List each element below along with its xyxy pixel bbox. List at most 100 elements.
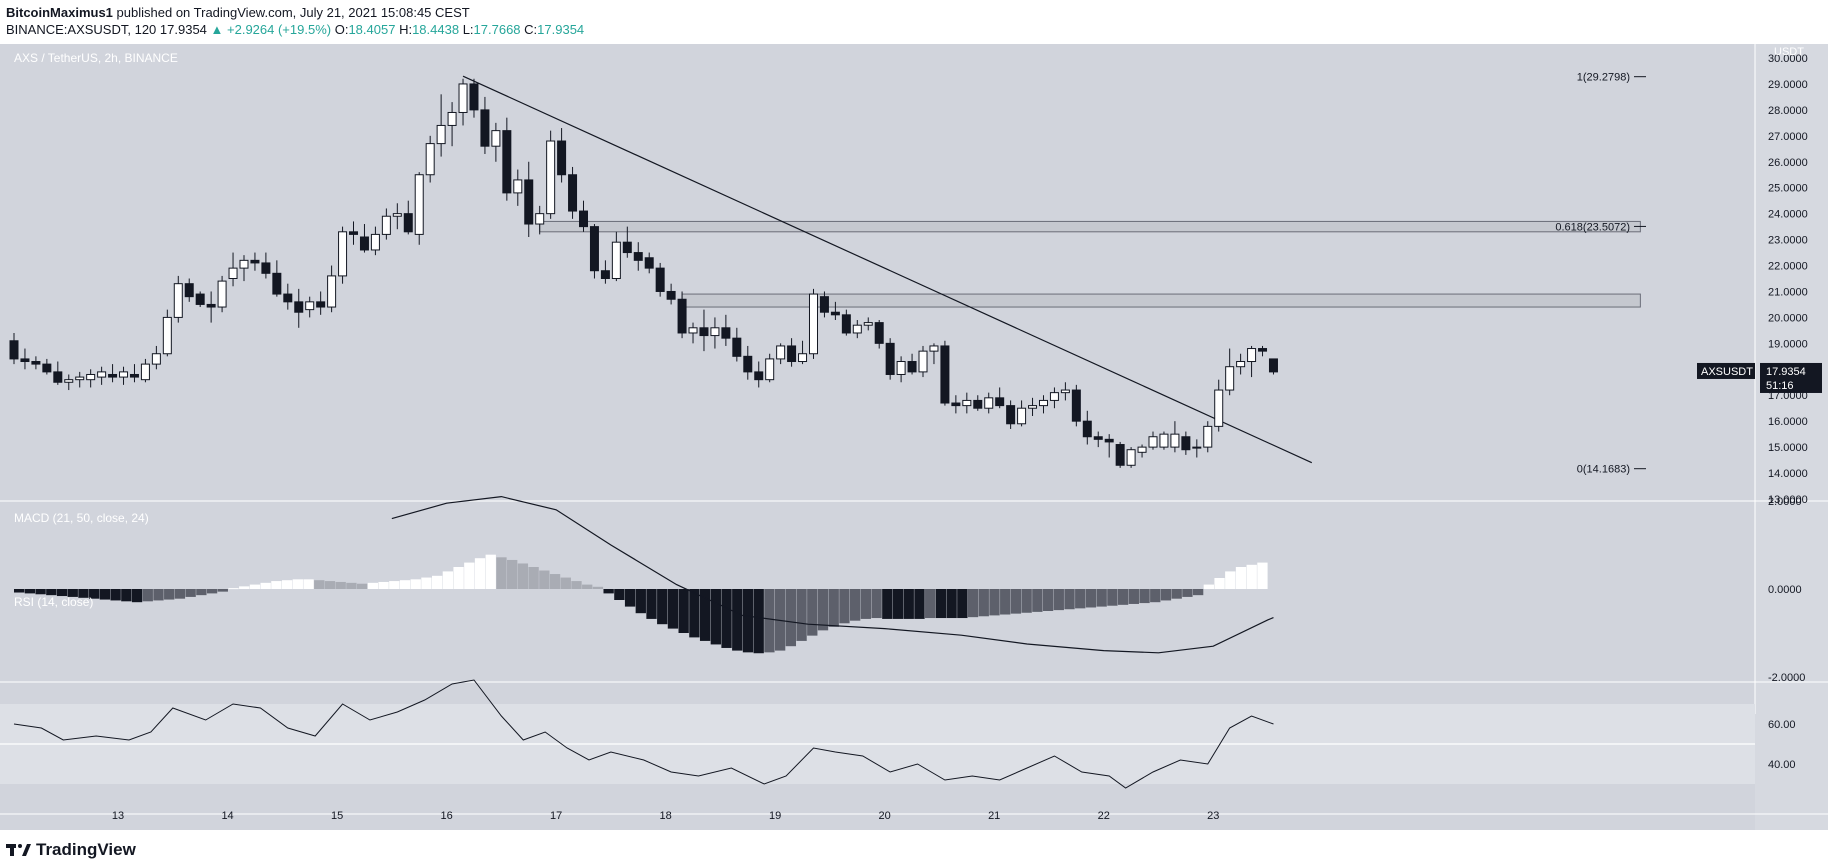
candle-up (513, 179, 523, 194)
macd-histogram-bar (1139, 589, 1150, 604)
macd-histogram-bar (517, 563, 529, 589)
price-tick-label: 23.0000 (1768, 235, 1808, 247)
candle-up (808, 293, 818, 355)
price-tick-label: 24.0000 (1768, 209, 1808, 221)
candle-down (20, 358, 30, 363)
macd-histogram-bar (185, 589, 196, 597)
macd-histogram-bar (174, 589, 186, 599)
macd-histogram-bar (710, 589, 721, 645)
macd-histogram-bar (217, 589, 228, 592)
candle-down (699, 327, 709, 337)
candle-up (896, 361, 906, 375)
rsi-tick-label: 40.00 (1768, 759, 1796, 771)
candle-down (1071, 389, 1081, 422)
candle-up (1247, 348, 1257, 363)
macd-histogram-bar (442, 571, 454, 589)
macd-histogram-bar (1010, 589, 1022, 614)
pane-titles: AXS / TetherUS, 2h, BINANCE USDT MACD (2… (14, 46, 1804, 609)
price-tick-label: 28.0000 (1768, 105, 1808, 117)
macd-histogram-bar (281, 580, 293, 589)
candle-down (787, 345, 797, 363)
candle-up (1203, 425, 1213, 448)
tradingview-brand[interactable]: TradingView (36, 840, 136, 859)
macd-histogram-bar (367, 582, 379, 589)
macd-histogram-bar (978, 589, 989, 617)
macd-histogram-bar (678, 589, 689, 633)
macd-histogram-bar (1064, 589, 1075, 610)
macd-histogram-bar (153, 589, 164, 601)
candle-up (765, 358, 775, 381)
symbol-badge-label: AXSUSDT (1701, 366, 1753, 378)
macd-histogram-bar (935, 589, 947, 619)
symbol-line: BINANCE:AXSUSDT, 120 17.9354 ▲ +2.9264 (… (6, 22, 584, 37)
low-label: L: (462, 22, 474, 37)
macd-histogram-bar (1085, 589, 1097, 608)
time-tick-label: 14 (221, 810, 233, 822)
macd-histogram-bar (1257, 562, 1268, 589)
macd-histogram-bar (142, 589, 153, 602)
candle-up (414, 174, 424, 235)
close-label: C: (524, 22, 538, 37)
candle-down (1006, 405, 1016, 425)
macd-histogram-bar (260, 582, 271, 589)
macd-histogram-bar (774, 589, 786, 651)
macd-histogram-bar (946, 589, 957, 619)
price-pane[interactable]: 13.000014.000015.000016.000017.000018.00… (0, 44, 1828, 714)
candle-down (754, 371, 764, 381)
candle-up (710, 327, 720, 337)
candle-up (1192, 446, 1202, 449)
macd-histogram-bar (206, 589, 218, 594)
macd-histogram-bar (592, 586, 604, 589)
candle-up (688, 327, 698, 334)
macd-histogram-bar (860, 589, 872, 619)
candle-down (600, 270, 610, 280)
candle-down (316, 301, 326, 308)
symbol-badge (1697, 362, 1755, 379)
macd-histogram-bar (1075, 589, 1086, 609)
macd-histogram-bar (474, 558, 486, 589)
candle-down (1258, 348, 1268, 352)
macd-pane[interactable]: -2.0000 0.0000 2.0000 (0, 495, 1828, 684)
candle-down (9, 340, 19, 360)
rsi-pane[interactable]: 40.00 60.00 (0, 679, 1828, 815)
candle-down (579, 210, 589, 228)
macd-histogram-bar (903, 589, 914, 619)
price-tick-label: 29.0000 (1768, 79, 1808, 91)
macd-histogram-bar (356, 583, 368, 589)
author-name[interactable]: BitcoinMaximus1 (6, 5, 113, 20)
candle-down (206, 303, 216, 308)
macd-histogram-bar (882, 589, 893, 619)
macd-histogram-bar (657, 589, 668, 625)
candle-up (1159, 433, 1169, 448)
candle-down (31, 361, 41, 365)
time-tick-label: 16 (440, 810, 452, 822)
candle-down (283, 293, 293, 303)
macd-histogram-bar (1128, 589, 1139, 604)
candle-up (1225, 366, 1235, 391)
candle-up (962, 399, 972, 407)
tradingview-logo-icon (6, 844, 31, 856)
macd-histogram-bar (539, 570, 550, 589)
macd-histogram-bar (110, 589, 121, 601)
macd-histogram-bar (249, 584, 261, 589)
price-tick-label: 17.0000 (1768, 390, 1808, 402)
time-axis[interactable]: 13 14 15 16 17 18 19 20 21 22 23 (112, 810, 1219, 822)
macd-tick-label: 2.0000 (1768, 496, 1802, 508)
candle-up (1236, 361, 1246, 368)
candle-down (973, 399, 983, 409)
macd-histogram-bar (164, 589, 175, 600)
candle-down (42, 363, 52, 373)
chart-area[interactable]: 13.000014.000015.000016.000017.000018.00… (0, 44, 1828, 830)
time-tick-label: 18 (660, 810, 672, 822)
macd-histogram-bar (196, 589, 207, 596)
macd-histogram-bar (399, 580, 411, 589)
macd-histogram-bar (432, 575, 443, 589)
macd-histogram-bar (421, 577, 432, 589)
candle-down (1093, 436, 1103, 440)
macd-histogram-bar (1182, 589, 1193, 597)
candle-down (108, 373, 118, 378)
candle-up (162, 316, 172, 355)
macd-histogram-bar (817, 589, 829, 631)
macd-histogram-bar (785, 589, 797, 647)
candle-up (173, 283, 183, 318)
